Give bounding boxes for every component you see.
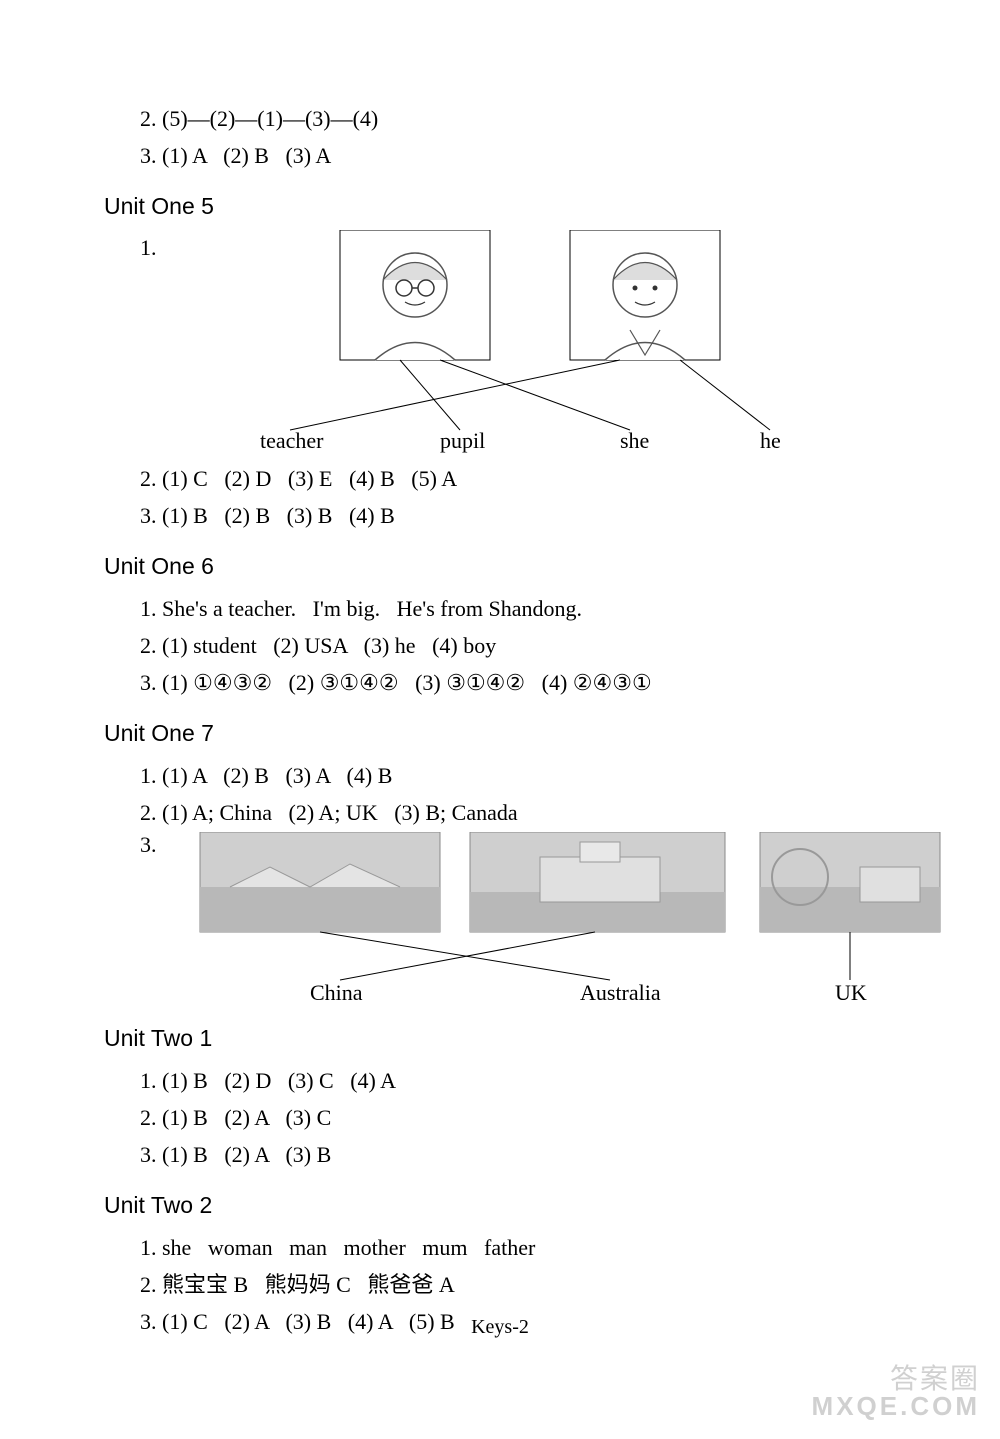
answer-line: 2. (1) C (2) D (3) E (4) B (5) A: [140, 460, 890, 497]
match-label: Australia: [580, 980, 661, 1005]
photo-3: [760, 832, 940, 932]
answer-line: 1. (1) A (2) B (3) A (4) B: [140, 757, 890, 794]
watermark: 答案圈 MXQE.COM: [812, 1365, 980, 1419]
matching-diagram: teacher pupil she he 1.: [140, 230, 890, 460]
match-label: he: [760, 428, 781, 453]
question-number: 1.: [140, 235, 157, 260]
portrait-right: [570, 230, 720, 360]
answer-line: 1. (1) B (2) D (3) C (4) A: [140, 1062, 890, 1099]
answer-line: 2. 熊宝宝 B 熊妈妈 C 熊爸爸 A: [140, 1266, 890, 1303]
watermark-top: 答案圈: [812, 1365, 980, 1393]
watermark-bottom: MXQE.COM: [812, 1393, 980, 1419]
page-footer: Keys-2: [0, 1316, 1000, 1339]
answer-line: 3. (1) A (2) B (3) A: [140, 137, 890, 174]
answer-line: 2. (1) B (2) A (3) C: [140, 1099, 890, 1136]
answer-line: 3. (1) ①④③② (2) ③①④② (3) ③①④② (4) ②④③①: [140, 664, 890, 701]
unit-heading: Unit One 7: [104, 720, 890, 747]
answer-line: 3. (1) B (2) A (3) B: [140, 1136, 890, 1173]
answer-line: 2. (1) A; China (2) A; UK (3) B; Canada: [140, 794, 890, 831]
unit-heading: Unit Two 1: [104, 1025, 890, 1052]
unit-heading: Unit One 6: [104, 553, 890, 580]
unit-heading: Unit Two 2: [104, 1192, 890, 1219]
question-number: 3.: [140, 832, 157, 857]
answer-line: 1. She's a teacher. I'm big. He's from S…: [140, 590, 890, 627]
match-label: she: [620, 428, 649, 453]
answer-line: 2. (1) student (2) USA (3) he (4) boy: [140, 627, 890, 664]
match-label: teacher: [260, 428, 324, 453]
answer-line: 1. she woman man mother mum father: [140, 1229, 890, 1266]
answer-line: 3. (1) B (2) B (3) B (4) B: [140, 497, 890, 534]
photo-1: [200, 832, 440, 932]
match-label: China: [310, 980, 363, 1005]
photo-2: [470, 832, 725, 932]
answer-line: 2. (5)—(2)—(1)—(3)—(4): [140, 100, 890, 137]
portrait-left: [340, 230, 490, 360]
match-label: pupil: [440, 428, 485, 453]
photo-matching-diagram: 3. China Australia UK: [140, 832, 890, 1007]
unit-heading: Unit One 5: [104, 193, 890, 220]
match-label: UK: [835, 980, 867, 1005]
